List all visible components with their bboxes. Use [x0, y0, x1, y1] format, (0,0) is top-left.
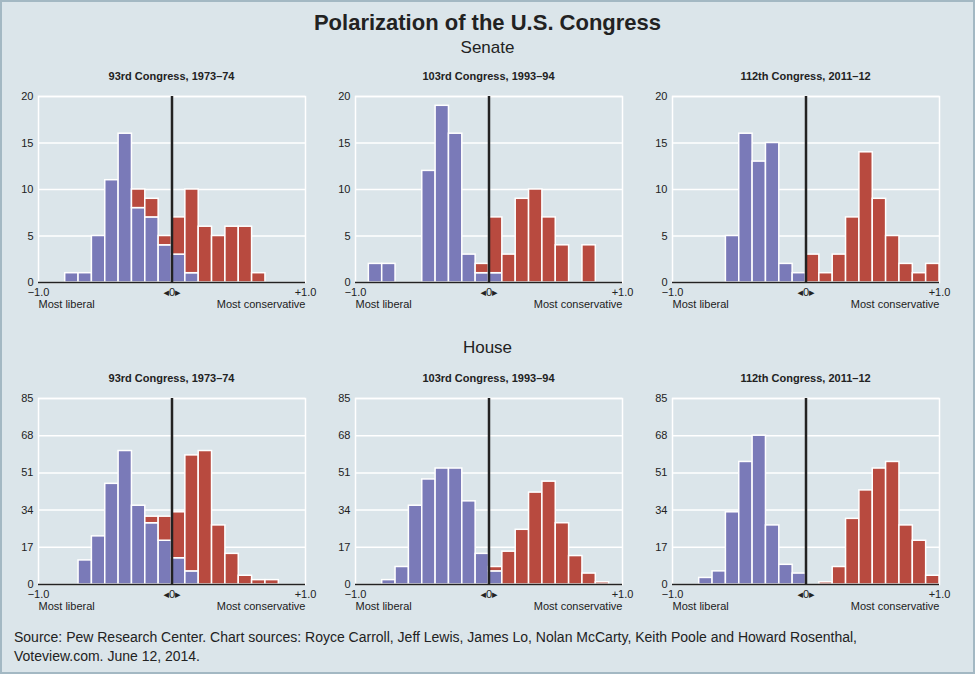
svg-text:Most liberal: Most liberal: [39, 600, 95, 612]
svg-text:Most liberal: Most liberal: [673, 600, 729, 612]
html-text:103rd Congress, 1993–94: 103rd Congress, 1993–94: [422, 372, 555, 384]
svg-text:17: 17: [21, 541, 33, 553]
html-text:93rd Congress, 1973–74: 93rd Congress, 1973–74: [108, 372, 235, 384]
svg-text:20: 20: [21, 90, 33, 102]
svg-text:Most liberal: Most liberal: [356, 298, 412, 310]
svg-text:Most conservative: Most conservative: [217, 298, 306, 310]
svg-text:34: 34: [21, 504, 33, 516]
svg-text:−1.0: −1.0: [662, 286, 684, 298]
svg-text:−1.0: −1.0: [662, 588, 684, 600]
svg-text:17: 17: [655, 541, 667, 553]
svg-text:85: 85: [21, 392, 33, 404]
svg-text:+1.0: +1.0: [929, 588, 951, 600]
svg-text:68: 68: [338, 429, 350, 441]
svg-text:◂0▸: ◂0▸: [797, 286, 815, 298]
svg-text:−1.0: −1.0: [28, 286, 50, 298]
svg-text:Most liberal: Most liberal: [39, 298, 95, 310]
svg-text:51: 51: [338, 466, 350, 478]
svg-text:15: 15: [655, 137, 667, 149]
html-text:House: House: [462, 338, 513, 357]
svg-text:34: 34: [338, 504, 350, 516]
html-text:112th Congress, 2011–12: 112th Congress, 2011–12: [740, 70, 871, 82]
html-text:Senate: Senate: [460, 38, 515, 57]
svg-text:51: 51: [21, 466, 33, 478]
svg-text:Most conservative: Most conservative: [534, 600, 623, 612]
svg-text:Most conservative: Most conservative: [217, 600, 306, 612]
svg-text:5: 5: [661, 230, 667, 242]
svg-text:0: 0: [27, 276, 33, 288]
html-text:Source: Pew Research Center. C: Source: Pew Research Center. Chart sourc…: [14, 629, 857, 664]
svg-text:10: 10: [338, 183, 350, 195]
svg-text:20: 20: [655, 90, 667, 102]
svg-text:85: 85: [655, 392, 667, 404]
svg-text:34: 34: [655, 504, 667, 516]
svg-text:17: 17: [338, 541, 350, 553]
svg-text:◂0▸: ◂0▸: [480, 286, 498, 298]
svg-text:◂0▸: ◂0▸: [163, 588, 181, 600]
svg-text:0: 0: [661, 276, 667, 288]
svg-text:0: 0: [344, 578, 350, 590]
svg-text:68: 68: [21, 429, 33, 441]
html-text:103rd Congress, 1993–94: 103rd Congress, 1993–94: [422, 70, 555, 82]
svg-text:15: 15: [21, 137, 33, 149]
svg-text:15: 15: [338, 137, 350, 149]
svg-text:+1.0: +1.0: [612, 286, 634, 298]
svg-text:85: 85: [338, 392, 350, 404]
svg-text:◂0▸: ◂0▸: [797, 588, 815, 600]
svg-text:Most conservative: Most conservative: [534, 298, 623, 310]
svg-text:Most liberal: Most liberal: [673, 298, 729, 310]
svg-text:5: 5: [27, 230, 33, 242]
html-text:Polarization of the U.S. Congr: Polarization of the U.S. Congress: [313, 10, 662, 35]
svg-text:51: 51: [655, 466, 667, 478]
svg-text:◂0▸: ◂0▸: [480, 588, 498, 600]
svg-text:10: 10: [655, 183, 667, 195]
svg-text:0: 0: [661, 578, 667, 590]
svg-text:−1.0: −1.0: [345, 286, 367, 298]
svg-text:Most conservative: Most conservative: [851, 298, 940, 310]
svg-text:Most liberal: Most liberal: [356, 600, 412, 612]
html-text:112th Congress, 2011–12: 112th Congress, 2011–12: [740, 372, 871, 384]
html-text:93rd Congress, 1973–74: 93rd Congress, 1973–74: [108, 70, 235, 82]
svg-text:+1.0: +1.0: [612, 588, 634, 600]
svg-text:5: 5: [344, 230, 350, 242]
svg-text:+1.0: +1.0: [295, 286, 317, 298]
svg-text:0: 0: [27, 578, 33, 590]
svg-text:20: 20: [338, 90, 350, 102]
svg-text:−1.0: −1.0: [28, 588, 50, 600]
svg-text:0: 0: [344, 276, 350, 288]
svg-text:68: 68: [655, 429, 667, 441]
svg-text:+1.0: +1.0: [929, 286, 951, 298]
svg-text:Most conservative: Most conservative: [851, 600, 940, 612]
svg-text:10: 10: [21, 183, 33, 195]
svg-text:◂0▸: ◂0▸: [163, 286, 181, 298]
svg-text:+1.0: +1.0: [295, 588, 317, 600]
svg-text:−1.0: −1.0: [345, 588, 367, 600]
